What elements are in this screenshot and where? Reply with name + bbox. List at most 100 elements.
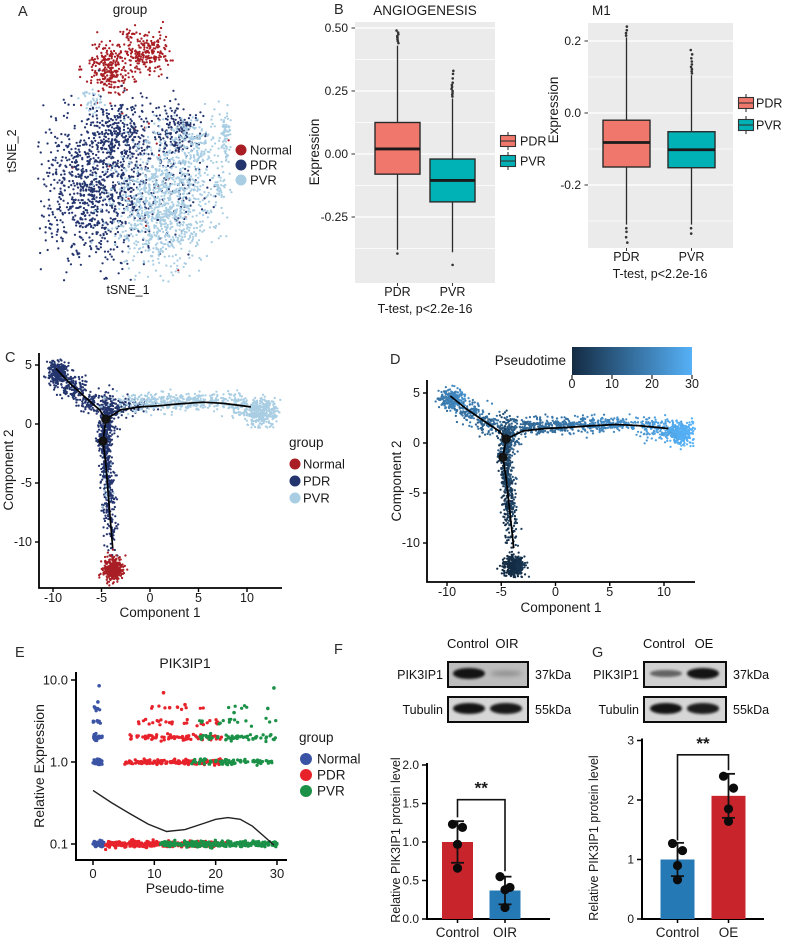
svg-text:PVR: PVR [520,155,546,169]
svg-text:10.0: 10.0 [43,673,68,688]
svg-text:2: 2 [501,453,505,462]
svg-text:Expression: Expression [307,119,322,186]
svg-text:Relative Expression: Relative Expression [31,704,47,828]
svg-text:0.0: 0.0 [402,912,419,926]
svg-text:10: 10 [605,377,619,391]
svg-text:-5: -5 [21,476,32,490]
blot-band [687,703,720,714]
svg-text:tSNE_2: tSNE_2 [5,129,19,172]
svg-text:PDR: PDR [520,135,546,149]
western-blot-oe: Control OE PIK3IP1 37kDa Tubulin 55kDa [586,630,786,735]
svg-text:Component 1: Component 1 [119,605,200,620]
blot-image-tubulin [447,696,529,723]
blot-lane-labels: Control OIR [447,636,525,651]
svg-text:0: 0 [413,436,420,450]
svg-text:20: 20 [645,377,659,391]
trajectory-legend: group Normal PDR PVR [289,435,345,506]
svg-text:PVR: PVR [317,784,345,799]
svg-text:tSNE_1: tSNE_1 [106,283,149,297]
svg-text:ANGIOGENESIS: ANGIOGENESIS [373,3,477,18]
blot-band [489,703,522,714]
svg-text:-0.25: -0.25 [321,210,349,224]
blot-image-tubulin [643,696,727,723]
svg-text:30: 30 [270,866,284,881]
svg-text:Control: Control [656,925,700,940]
trajectory-pseudotime-plot: -10 -5 0 5 10 5 0 -5 -10 Component 1 Component 2 1 2… [389,347,699,615]
svg-text:0.00: 0.00 [325,147,349,161]
svg-text:0.2: 0.2 [564,34,581,48]
svg-text:2: 2 [627,793,634,807]
svg-text:-0.2: -0.2 [560,178,581,192]
svg-text:T-test, p<2.2e-16: T-test, p<2.2e-16 [613,267,708,281]
panel-label-g: G [592,645,604,661]
blot-lane-label-oir: OIR [495,636,519,651]
jitter-points [91,704,279,852]
blot-size-label: 55kDa [535,702,572,717]
svg-text:0.1: 0.1 [50,837,68,852]
svg-text:Relative PIK3IP1 protein level: Relative PIK3IP1 protein level [389,757,403,922]
svg-text:-5: -5 [409,486,420,500]
svg-text:Control: Control [436,925,480,940]
tsne-points [37,20,233,283]
svg-text:group: group [289,435,324,450]
svg-text:1.0: 1.0 [402,835,419,849]
blot-protein-label: PIK3IP1 [593,667,639,682]
blot-band [649,669,682,678]
blot-band [649,703,682,714]
pik3ip1-jitter-plot: 0 10 20 30 10.0 1.0 0.1 PIK3IP1 Pseudo-time Relat… [31,655,361,896]
svg-text:PDR: PDR [250,158,277,173]
svg-text:PDR: PDR [384,285,410,299]
svg-text:-10: -10 [14,535,32,549]
panel-label-b: B [334,2,344,18]
panel-label-e: E [15,645,25,661]
blot-band [453,703,486,714]
svg-text:5: 5 [606,585,613,599]
svg-text:1.0: 1.0 [50,755,68,770]
svg-text:**: ** [475,779,489,798]
blot-band [489,670,522,677]
svg-text:Normal: Normal [303,457,345,472]
svg-text:PVR: PVR [303,491,330,506]
blot-image-pik3ip1 [447,661,529,688]
svg-text:10: 10 [147,866,161,881]
svg-text:Relative PIK3IP1 protein level: Relative PIK3IP1 protein level [587,755,601,920]
blot-size-label: 37kDa [733,667,770,682]
svg-text:-10: -10 [438,585,456,599]
panel-label-c: C [5,350,16,366]
svg-text:PDR: PDR [756,97,782,111]
svg-text:5: 5 [413,386,420,400]
blot-protein-label: Tubulin [402,702,443,717]
oe-bar-chart: 0 1 2 3 Relative PIK3IP1 protein level Contro… [587,734,764,940]
svg-text:Pseudo-time: Pseudo-time [146,880,225,896]
svg-text:PDR: PDR [317,768,346,783]
svg-text:1: 1 [627,853,634,867]
svg-text:M1: M1 [592,3,611,18]
svg-text:Pseudotime: Pseudotime [495,353,566,368]
svg-text:1: 1 [504,435,508,444]
svg-text:OIR: OIR [493,925,517,940]
box-legend: PDR PVR [499,132,546,170]
svg-text:OE: OE [719,925,739,940]
svg-text:0: 0 [25,417,32,431]
blot-lane-label-control: Control [447,636,489,651]
svg-text:0: 0 [627,912,634,926]
svg-text:1.5: 1.5 [402,797,419,811]
svg-text:30: 30 [685,377,699,391]
blot-size-label: 37kDa [535,667,572,682]
svg-text:10: 10 [240,591,254,605]
panel-label-d: D [390,352,401,368]
western-blot-oir: Control OIR PIK3IP1 37kDa Tubulin 55kDa [390,630,586,735]
svg-text:-10: -10 [44,591,62,605]
m1-boxplot: 0.2 0.0 -0.2 M1 Expression PDR PVR T-test, p<2.… [546,3,782,281]
panel-label-f: F [334,642,343,658]
svg-text:10: 10 [657,585,671,599]
svg-text:0.5: 0.5 [402,874,419,888]
blot-lane-label-control: Control [643,636,685,651]
svg-text:T-test, p<2.2e-16: T-test, p<2.2e-16 [378,302,473,316]
trajectory-points [42,358,282,587]
svg-text:0: 0 [89,866,96,881]
